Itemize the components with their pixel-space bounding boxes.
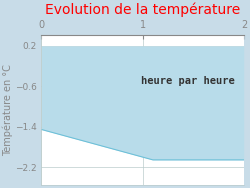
Y-axis label: Température en °C: Température en °C [3,64,13,156]
Text: heure par heure: heure par heure [142,76,235,86]
Title: Evolution de la température: Evolution de la température [45,3,240,17]
